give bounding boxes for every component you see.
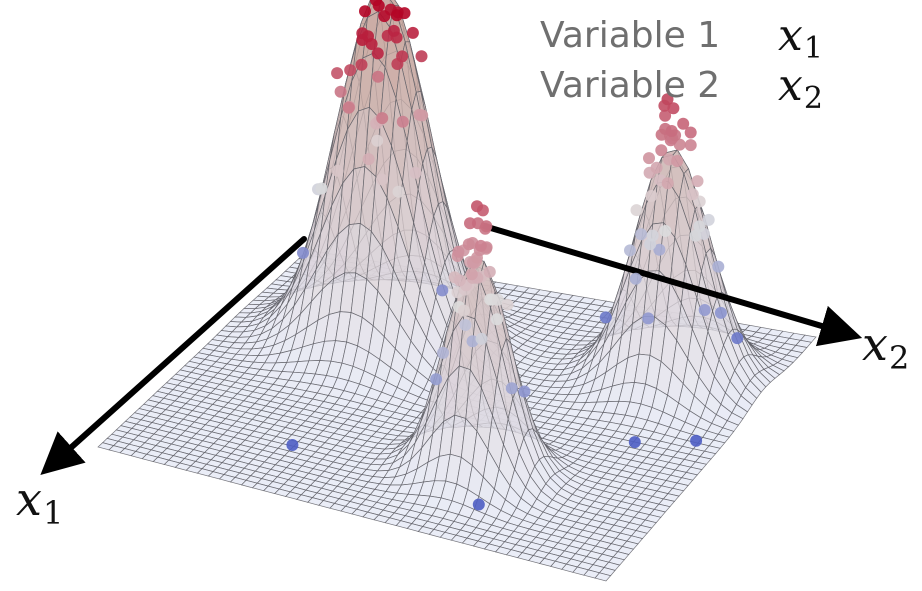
sample-point (698, 304, 711, 316)
sample-point (355, 58, 368, 71)
sample-point (344, 64, 357, 77)
sample-point (646, 229, 659, 242)
sample-point (396, 115, 409, 128)
sample-point (392, 185, 405, 198)
sample-point (474, 239, 487, 252)
sample-point (665, 125, 678, 137)
sample-point (690, 434, 703, 447)
sample-point (415, 50, 428, 63)
sample-point (689, 229, 702, 242)
sample-point (518, 385, 531, 398)
sample-point (359, 5, 371, 18)
sample-point (406, 26, 419, 39)
sample-point (691, 175, 704, 188)
sample-point (387, 24, 400, 37)
sample-point (452, 245, 465, 258)
sample-point (430, 373, 443, 386)
sample-point (465, 268, 478, 281)
sample-point (659, 225, 672, 237)
sample-point (684, 139, 697, 152)
sample-point (661, 177, 674, 190)
sample-point (342, 101, 355, 114)
sample-point (362, 153, 375, 166)
sample-point (629, 272, 642, 285)
sample-point (475, 332, 488, 345)
surface-fill (97, 0, 817, 582)
sample-point (702, 213, 715, 226)
sample-point (464, 217, 476, 230)
sample-point (686, 188, 699, 201)
sample-point (693, 220, 706, 233)
sample-point (491, 313, 503, 326)
sample-point (667, 102, 680, 115)
sample-point (628, 436, 641, 449)
sample-point (459, 319, 472, 331)
sample-point (505, 382, 518, 395)
surface-cell (594, 572, 612, 582)
sample-point (677, 117, 690, 130)
sample-point (714, 306, 727, 319)
sample-point (671, 155, 684, 167)
sample-point (372, 0, 385, 12)
sample-point (462, 238, 475, 251)
sample-point (630, 204, 643, 217)
sample-point (491, 293, 504, 306)
sample-point (286, 439, 299, 451)
sample-point (483, 265, 496, 278)
sample-point (659, 109, 672, 122)
sample-point (372, 70, 385, 83)
sample-point (315, 182, 328, 195)
sample-point (371, 134, 384, 147)
sample-point (480, 220, 493, 233)
sample-point (472, 498, 485, 511)
x1-axis-arrow (40, 236, 307, 476)
sample-point (624, 244, 636, 257)
sample-point (356, 34, 369, 46)
sample-point (645, 190, 658, 202)
sample-point (375, 173, 388, 186)
sample-point (453, 274, 466, 287)
sample-point (457, 304, 470, 317)
sample-point (650, 161, 663, 174)
scatter-points (286, 0, 744, 511)
sample-point (396, 50, 409, 63)
sample-point (661, 93, 674, 106)
sample-point (398, 7, 411, 20)
sample-point (297, 246, 309, 259)
sample-point (731, 332, 744, 345)
sample-point (334, 85, 347, 98)
sample-point (653, 243, 666, 256)
sample-point (331, 67, 344, 80)
sample-point (413, 108, 426, 121)
sample-point (655, 144, 668, 157)
sample-point (376, 112, 389, 125)
sample-point (635, 228, 648, 241)
sample-point (331, 164, 344, 177)
sample-point (409, 166, 422, 179)
sample-point (501, 298, 514, 311)
sample-point (712, 260, 725, 273)
sample-point (684, 126, 697, 139)
sample-point (437, 346, 449, 359)
sample-point (642, 312, 655, 325)
sample-point (378, 10, 391, 23)
sample-point (471, 200, 483, 213)
sample-point (371, 47, 384, 60)
sample-point (643, 152, 655, 165)
sample-point (436, 284, 449, 297)
sample-point (599, 311, 612, 324)
x2-axis-arrow (481, 223, 863, 347)
